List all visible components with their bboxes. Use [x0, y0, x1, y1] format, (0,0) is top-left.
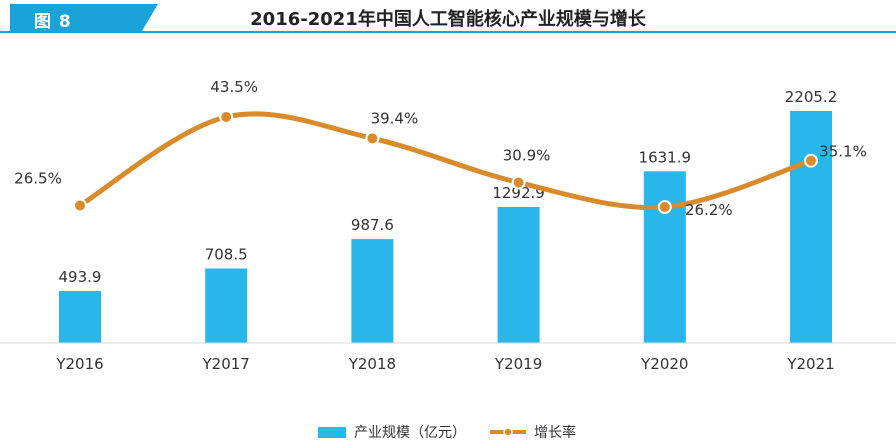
x-tick-label: Y2018	[348, 355, 396, 373]
figure-badge: 图 8	[10, 4, 158, 32]
growth-point	[73, 198, 87, 213]
badge-shape	[10, 4, 158, 31]
bar-Y2017	[205, 268, 248, 343]
growth-value-label: 39.4%	[371, 109, 419, 127]
legend-swatch-dot	[503, 427, 513, 437]
growth-point	[219, 110, 234, 124]
growth-value-label: 26.2%	[685, 201, 733, 219]
growth-rate-line	[77, 111, 814, 210]
bar-Y2021	[790, 110, 832, 343]
growth-value-label: 30.9%	[503, 147, 551, 165]
chart-title: 2016-2021年中国人工智能核心产业规模与增长	[250, 9, 646, 30]
x-tick-label: Y2019	[494, 355, 542, 373]
x-tick-label: Y2016	[55, 355, 103, 373]
legend-label-bar: 产业规模（亿元）	[354, 425, 466, 441]
legend: 产业规模（亿元） 增长率	[318, 424, 576, 441]
bar-Y2018	[351, 239, 394, 343]
growth-value-label: 35.1%	[819, 143, 867, 161]
growth-point	[511, 175, 526, 190]
x-tick-label: Y2021	[786, 355, 834, 373]
bar-value-label: 987.6	[351, 216, 394, 234]
bar-Y2020	[643, 171, 686, 343]
bar-value-label: 2205.2	[785, 88, 838, 106]
growth-point	[657, 200, 672, 214]
bar-value-label: 1292.9	[492, 184, 545, 202]
legend-swatch-bar	[318, 427, 346, 438]
legend-label-line: 增长率	[534, 424, 576, 441]
x-tick-label: Y2020	[640, 355, 688, 373]
growth-value-label: 43.5%	[210, 78, 258, 96]
bar-Y2016	[59, 291, 101, 343]
growth-point	[804, 153, 818, 168]
bar-Y2019	[497, 206, 540, 343]
growth-point	[365, 131, 380, 146]
growth-value-label: 26.5%	[14, 169, 62, 187]
bar-value-label: 708.5	[205, 245, 248, 263]
figure-number: 图 8	[34, 12, 72, 32]
bar-value-label: 1631.9	[639, 148, 692, 166]
bar-value-label: 493.9	[59, 268, 102, 286]
x-tick-label: Y2017	[202, 355, 250, 373]
header-rule	[0, 31, 896, 33]
